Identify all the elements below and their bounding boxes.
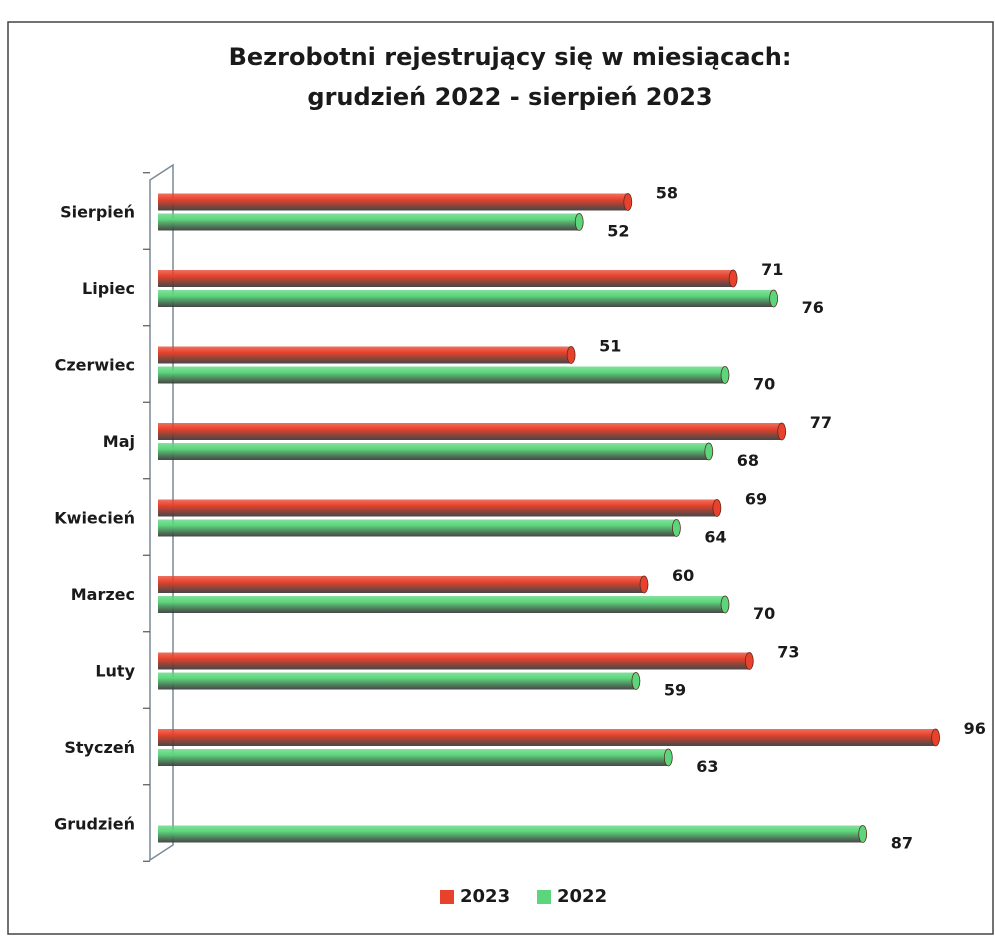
data-label: 73 — [777, 643, 799, 662]
bar-body — [158, 672, 636, 690]
bar-body — [158, 576, 644, 593]
data-label: 87 — [891, 834, 913, 853]
chart-title: grudzień 2022 - sierpień 2023 — [307, 83, 712, 111]
data-label: 58 — [656, 184, 678, 203]
bar-cap — [574, 213, 584, 231]
bar-body — [158, 193, 628, 211]
bar-cap — [720, 366, 730, 384]
data-label: 69 — [745, 490, 767, 509]
bar — [158, 422, 787, 441]
data-label: 60 — [672, 566, 694, 585]
data-label: 70 — [753, 375, 775, 394]
legend-swatch — [440, 890, 454, 904]
y-tick-label: Kwiecień — [54, 509, 135, 528]
bar-cap — [744, 652, 754, 670]
legend-label: 2022 — [557, 886, 607, 907]
data-label: 52 — [607, 222, 629, 241]
bar — [158, 346, 576, 364]
bar-cap — [639, 575, 649, 594]
bar-body — [158, 213, 580, 231]
bar — [158, 499, 722, 517]
bar — [158, 519, 681, 537]
data-label: 63 — [696, 757, 718, 776]
bar-cap — [566, 346, 576, 364]
y-tick-label: Marzec — [71, 585, 135, 604]
bar — [158, 193, 633, 211]
bar-body — [158, 290, 774, 307]
bar — [158, 652, 754, 670]
bar — [158, 213, 584, 231]
chart-title: Bezrobotni rejestrujący się w miesiącach… — [229, 43, 792, 71]
data-label: 68 — [737, 451, 759, 470]
bar — [158, 728, 940, 747]
legend-label: 2023 — [460, 886, 510, 907]
bar — [158, 366, 730, 384]
bar — [158, 748, 673, 767]
bar — [158, 672, 641, 690]
bar — [158, 442, 714, 461]
bar-cap — [672, 519, 681, 537]
bar-body — [158, 729, 936, 746]
bar-cap — [858, 825, 868, 843]
data-label: 76 — [802, 298, 824, 317]
data-label: 59 — [664, 681, 686, 700]
bar — [158, 289, 778, 308]
bar-cap — [663, 748, 673, 767]
bar-body — [158, 366, 725, 384]
y-tick-label: Styczeń — [64, 738, 135, 757]
bar-body — [158, 596, 725, 613]
data-label: 64 — [704, 528, 726, 547]
y-tick-label: Sierpień — [60, 203, 135, 222]
bar-cap — [931, 728, 940, 747]
bar-cap — [728, 269, 738, 288]
bar-body — [158, 270, 734, 287]
y-tick-label: Grudzień — [54, 815, 135, 834]
bar — [158, 575, 649, 594]
bar-body — [158, 443, 709, 460]
bar-cap — [631, 672, 641, 690]
bar-cap — [769, 289, 778, 308]
y-tick-label: Luty — [95, 662, 135, 681]
data-label: 51 — [599, 337, 621, 356]
bar-cap — [704, 442, 714, 461]
data-label: 77 — [810, 413, 832, 432]
y-tick-label: Lipiec — [82, 279, 135, 298]
bar-body — [158, 423, 782, 440]
bar-body — [158, 825, 863, 843]
chart-frame — [7, 21, 994, 935]
data-label: 71 — [761, 260, 783, 279]
y-tick-label: Maj — [103, 432, 135, 451]
data-label: 96 — [964, 719, 986, 738]
bar-body — [158, 519, 677, 537]
bar — [158, 825, 868, 843]
bar — [158, 595, 730, 614]
axis-wall — [149, 163, 174, 862]
bar-body — [158, 499, 717, 517]
bar-cap — [720, 595, 730, 614]
bar-body — [158, 346, 572, 364]
y-tick-label: Czerwiec — [55, 356, 135, 375]
data-label: 70 — [753, 604, 775, 623]
bar-body — [158, 749, 669, 766]
bar-cap — [712, 499, 722, 517]
legend-swatch — [537, 890, 551, 904]
bar-cap — [623, 193, 633, 211]
bar — [158, 269, 738, 288]
bar-cap — [777, 422, 787, 441]
bar-body — [158, 652, 750, 670]
